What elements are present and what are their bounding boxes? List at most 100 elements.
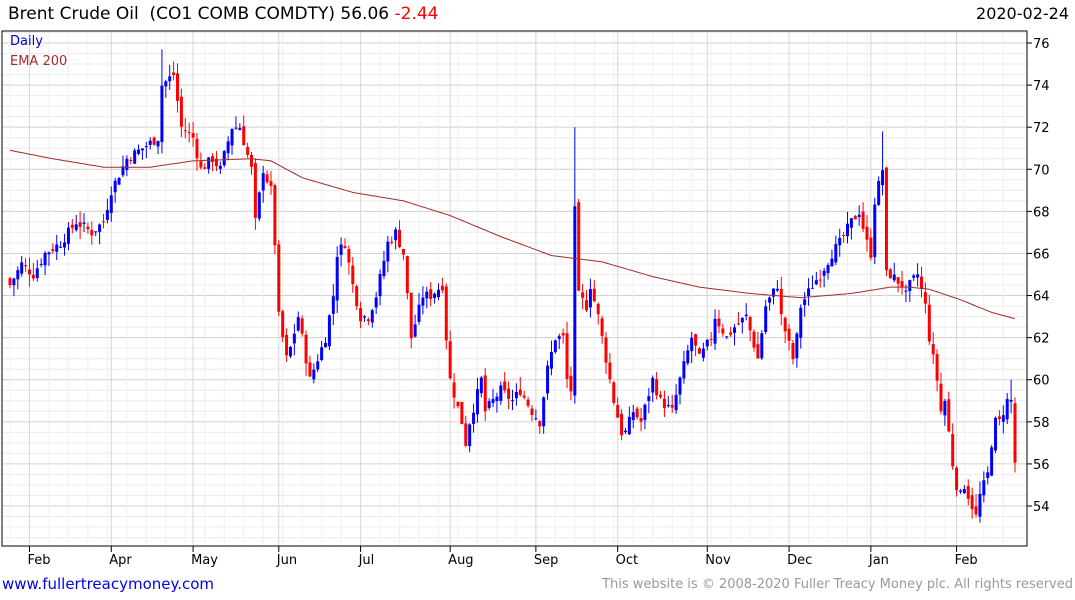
candle-body (300, 318, 304, 334)
candle (655, 371, 659, 400)
candle (830, 249, 834, 267)
candle-body (764, 306, 768, 332)
candle-body (281, 311, 285, 338)
candle (534, 409, 538, 421)
candle (238, 123, 242, 131)
candle (686, 344, 690, 366)
candle-body (779, 288, 783, 315)
x-tick-label: Apr (109, 553, 132, 568)
candle (760, 330, 764, 361)
candle (269, 171, 273, 195)
y-tick-label: 70 (1033, 163, 1050, 178)
candle (990, 445, 994, 477)
legend-ema: EMA 200 (10, 54, 67, 69)
candle (113, 177, 117, 203)
candle (398, 220, 402, 248)
candle (565, 321, 569, 389)
candle (674, 384, 678, 414)
candle (55, 234, 59, 261)
candle-body (331, 296, 335, 314)
candle (690, 331, 694, 364)
candle (168, 64, 172, 90)
candle-body (257, 192, 261, 219)
candle (261, 165, 265, 203)
candle (456, 401, 460, 409)
candle-body (865, 226, 869, 240)
candle-body (483, 375, 487, 412)
candle (257, 191, 261, 222)
candle-body (199, 161, 203, 168)
candle (920, 266, 924, 298)
chart-title: Brent Crude Oil (CO1 COMB COMDTY) 56.06 … (8, 4, 439, 24)
website-link[interactable]: www.fullertreacymoney.com (2, 575, 215, 593)
candle-body (440, 285, 444, 291)
candle-body (475, 389, 479, 415)
candle-body (962, 488, 966, 494)
candle-body (187, 132, 191, 134)
candle (74, 214, 78, 232)
candle (199, 152, 203, 170)
candle (822, 267, 826, 288)
legend-daily: Daily (10, 34, 43, 49)
candle-body (822, 270, 826, 276)
candle-body (8, 278, 12, 286)
candle-body (273, 185, 277, 246)
candle-body (939, 383, 943, 412)
candle-body (140, 148, 144, 151)
candle (549, 340, 553, 376)
candle (495, 392, 499, 413)
candle (129, 157, 133, 165)
candle (362, 315, 366, 322)
candle-body (549, 352, 553, 369)
candle-body (768, 297, 772, 303)
candle (292, 324, 296, 356)
candle-body (690, 337, 694, 352)
y-tick-label: 62 (1033, 332, 1050, 347)
candle-body (553, 340, 557, 353)
candle (405, 255, 409, 300)
candle-body (405, 256, 409, 294)
candle-body (1001, 415, 1005, 422)
candle (234, 116, 238, 130)
candle (849, 217, 853, 240)
candle-body (339, 244, 343, 255)
candle-body (877, 180, 881, 205)
candle (783, 316, 787, 343)
candle-body (16, 270, 20, 280)
candle (483, 368, 487, 421)
candle (499, 381, 503, 405)
candle (479, 375, 483, 398)
candle (651, 375, 655, 403)
candle-body (927, 304, 931, 342)
candle-body (577, 202, 581, 291)
candle (923, 282, 927, 314)
candle (448, 330, 452, 380)
candle-body (647, 396, 651, 402)
candle (511, 389, 514, 411)
candle-body (121, 166, 125, 176)
candle (947, 391, 951, 433)
candle (620, 409, 624, 441)
candle-body (495, 396, 499, 402)
candle-body (830, 258, 834, 267)
candle (253, 158, 257, 230)
candle (764, 299, 768, 335)
candle-body (530, 408, 534, 416)
candle (877, 176, 881, 206)
candle (117, 176, 121, 185)
candle (542, 396, 546, 434)
candle (281, 309, 285, 342)
candle-body (129, 160, 133, 162)
candle-body (324, 342, 328, 348)
candle-body (1009, 399, 1013, 402)
candle (659, 390, 663, 399)
candle-body (448, 341, 452, 379)
candle-body (908, 279, 912, 292)
candle-body (86, 226, 90, 230)
candle (666, 396, 670, 408)
candle-body (982, 480, 986, 496)
candle-body (931, 344, 935, 355)
candle (105, 198, 109, 224)
candle-body (374, 297, 378, 308)
candle (733, 323, 737, 346)
